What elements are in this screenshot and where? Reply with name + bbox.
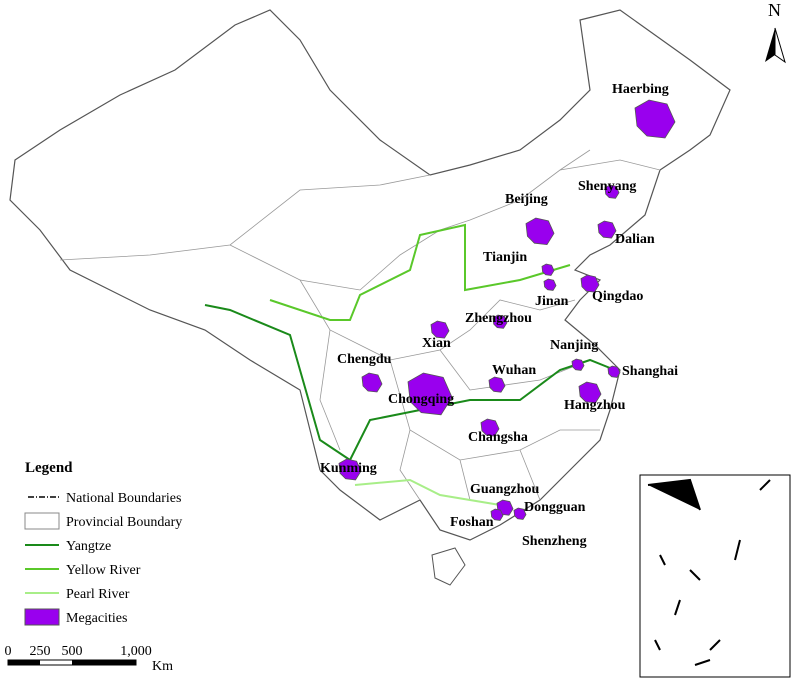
provincial-boundaries xyxy=(59,149,661,501)
megacity xyxy=(525,217,555,246)
legend-label: Yangtze xyxy=(66,539,111,554)
megacity xyxy=(492,314,508,329)
city-label: Chengdu xyxy=(337,352,392,367)
city-label: Zhengzhou xyxy=(465,311,532,326)
legend-label: Pearl River xyxy=(66,587,130,602)
inset-islands xyxy=(647,478,771,666)
city-label: Beijing xyxy=(505,192,548,207)
yellow-river xyxy=(269,223,571,321)
city-label: Guangzhou xyxy=(470,482,539,497)
scale-label: 0 xyxy=(5,644,12,659)
city-label: Changsha xyxy=(468,430,528,445)
megacity xyxy=(541,263,555,276)
city-label: Xian xyxy=(422,336,451,351)
megacity xyxy=(578,381,602,404)
megacity xyxy=(480,418,500,437)
city-label: Dalian xyxy=(615,232,655,247)
legend-symbol xyxy=(24,608,60,626)
legend-title: Legend xyxy=(25,460,73,476)
megacity xyxy=(513,507,527,520)
legend-symbol xyxy=(24,512,60,530)
scale-bar xyxy=(8,660,40,665)
megacity xyxy=(597,220,617,239)
megacity xyxy=(490,508,504,521)
scale-label: 1,000 xyxy=(120,644,152,659)
yangtze xyxy=(204,304,616,462)
scale-bar xyxy=(72,660,136,665)
scale-label: 250 xyxy=(30,644,51,659)
megacity xyxy=(634,99,676,139)
inset-frame xyxy=(639,474,791,678)
north-arrow: N xyxy=(765,0,786,64)
city-label: Qingdao xyxy=(592,289,643,304)
megacity xyxy=(607,365,621,378)
scale-label: 500 xyxy=(62,644,83,659)
hainan xyxy=(431,547,466,586)
megacity xyxy=(488,376,506,393)
city-label: Hangzhou xyxy=(564,398,626,413)
megacity xyxy=(338,458,362,481)
city-label: Shanghai xyxy=(622,364,678,379)
scale-unit: Km xyxy=(152,659,173,674)
megacity xyxy=(430,320,450,339)
megacity xyxy=(604,184,620,199)
pearl-river xyxy=(354,478,501,506)
megacity xyxy=(580,274,600,293)
north-label: N xyxy=(768,0,781,20)
city-label: Haerbing xyxy=(612,82,669,97)
city-label: Dongguan xyxy=(524,500,586,515)
city-label: Foshan xyxy=(450,515,494,530)
city-label: Tianjin xyxy=(483,250,527,265)
city-label: Kunming xyxy=(320,461,377,476)
legend-label: Megacities xyxy=(66,611,127,626)
city-label: Nanjing xyxy=(550,338,598,353)
megacity xyxy=(407,372,453,416)
city-label: Chongqing xyxy=(388,392,454,407)
city-label: Shenzheng xyxy=(522,534,587,549)
city-label: Wuhan xyxy=(492,363,536,378)
megacity xyxy=(543,278,557,291)
city-label: Jinan xyxy=(535,294,569,309)
legend-label: Provincial Boundary xyxy=(66,515,182,530)
megacity xyxy=(571,358,585,371)
city-label: Shenyang xyxy=(578,179,636,194)
legend-label: Yellow River xyxy=(66,563,141,578)
megacity xyxy=(361,372,383,393)
legend-label: National Boundaries xyxy=(66,491,181,506)
